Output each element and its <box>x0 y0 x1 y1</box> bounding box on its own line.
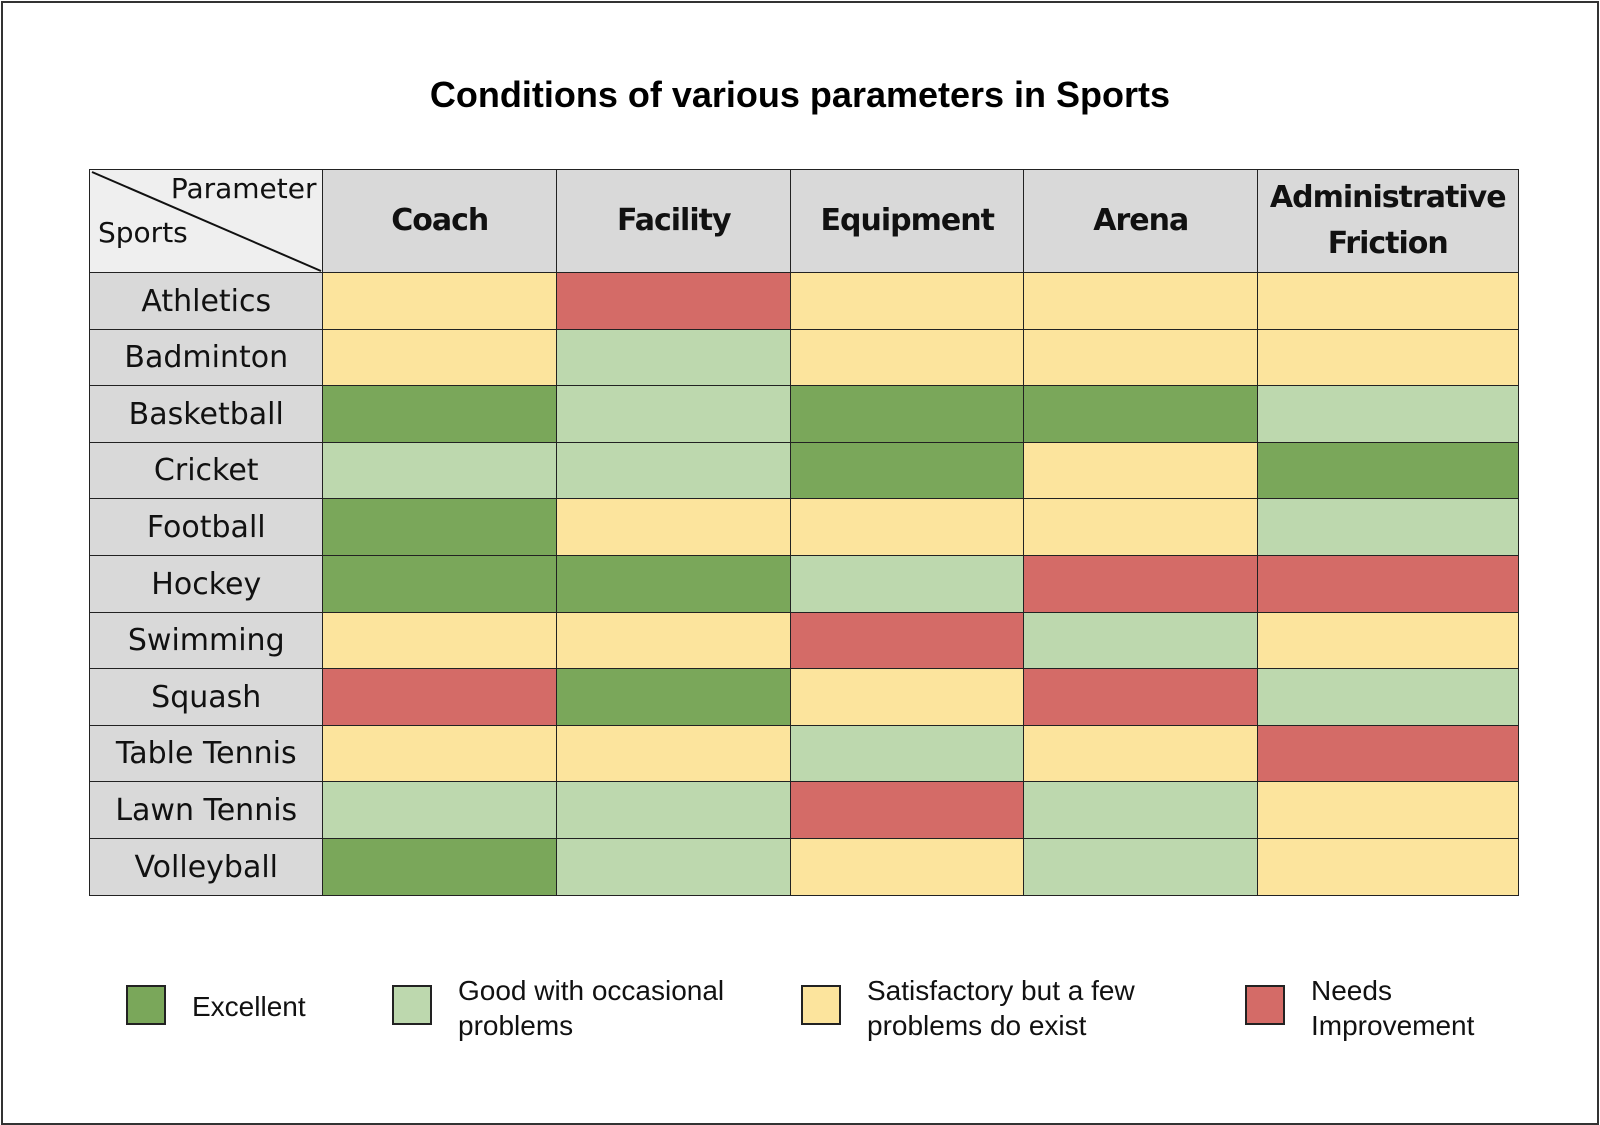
heatmap-cell <box>322 555 558 614</box>
heatmap-cell <box>1023 498 1259 557</box>
heatmap-cell <box>1023 328 1259 387</box>
heatmap-cell <box>790 668 1025 727</box>
heatmap-cell <box>322 441 558 500</box>
row-header: Volleyball <box>89 838 324 897</box>
heatmap-cell <box>322 668 558 727</box>
legend-item: Satisfactory but a few problems do exist <box>801 975 1167 1043</box>
heatmap-cell <box>790 328 1025 387</box>
heatmap-cell <box>1257 611 1519 670</box>
heatmap-cell <box>1023 668 1259 727</box>
heatmap-cell <box>790 441 1025 500</box>
column-header: Administrative Friction <box>1257 169 1519 274</box>
heatmap-cell <box>322 838 558 897</box>
legend-swatch <box>126 985 166 1025</box>
heatmap-cell <box>322 272 558 331</box>
heatmap-cell <box>322 611 558 670</box>
heatmap-cell <box>790 385 1025 444</box>
heatmap-cell <box>790 272 1025 331</box>
heatmap-cell <box>1257 328 1519 387</box>
heatmap-cell <box>1257 781 1519 840</box>
diagonal-divider <box>91 171 322 272</box>
heatmap-cell <box>1257 555 1519 614</box>
heatmap-cell <box>556 555 792 614</box>
heatmap-cell <box>1257 838 1519 897</box>
column-header: Coach <box>322 169 558 274</box>
row-header: Football <box>89 498 324 557</box>
heatmap-cell <box>1023 385 1259 444</box>
row-axis-label: Sports <box>98 216 188 249</box>
heatmap-cell <box>556 724 792 783</box>
column-header: Facility <box>556 169 792 274</box>
row-header: Swimming <box>89 611 324 670</box>
legend-swatch <box>392 985 432 1025</box>
legend-item: Excellent <box>126 985 332 1025</box>
heatmap-cell <box>1023 272 1259 331</box>
heatmap-cell <box>556 838 792 897</box>
heatmap-cell <box>1257 668 1519 727</box>
heatmap-cell <box>790 555 1025 614</box>
row-header: Athletics <box>89 272 324 331</box>
legend-label: Satisfactory but a few problems do exist <box>867 975 1135 1041</box>
heatmap-cell <box>1023 724 1259 783</box>
heatmap-cell <box>790 838 1025 897</box>
legend-item: Needs Improvement <box>1245 975 1501 1043</box>
heatmap-cell <box>790 781 1025 840</box>
legend-label: Excellent <box>192 991 306 1022</box>
heatmap-cell <box>1257 724 1519 783</box>
heatmap-cell <box>556 611 792 670</box>
row-header: Table Tennis <box>89 724 324 783</box>
heatmap-cell <box>322 385 558 444</box>
column-header: Equipment <box>790 169 1025 274</box>
legend-label: Good with occasional problems <box>458 975 725 1041</box>
row-header: Basketball <box>89 385 324 444</box>
row-header: Hockey <box>89 555 324 614</box>
heatmap-cell <box>556 441 792 500</box>
heatmap-cell <box>1257 272 1519 331</box>
legend-swatch <box>801 985 841 1025</box>
column-axis-label: Parameter <box>170 172 317 205</box>
heatmap-cell <box>322 328 558 387</box>
heatmap-cell <box>1023 555 1259 614</box>
heatmap-cell <box>322 781 558 840</box>
heatmap-cell <box>790 498 1025 557</box>
heatmap-cell <box>556 781 792 840</box>
heatmap-cell <box>1023 781 1259 840</box>
legend-label: Needs Improvement <box>1311 975 1475 1041</box>
row-header: Squash <box>89 668 324 727</box>
row-header: Cricket <box>89 441 324 500</box>
heatmap-cell <box>556 668 792 727</box>
heatmap-cell <box>556 385 792 444</box>
legend-item: Good with occasional problems <box>392 975 748 1043</box>
heatmap-cell <box>1257 385 1519 444</box>
heatmap-cell <box>790 611 1025 670</box>
heatmap-cell <box>1023 838 1259 897</box>
column-header: Arena <box>1023 169 1259 274</box>
heatmap-cell <box>1257 498 1519 557</box>
heatmap-cell <box>1023 441 1259 500</box>
heatmap-cell <box>790 724 1025 783</box>
row-header: Badminton <box>89 328 324 387</box>
heatmap-cell <box>322 724 558 783</box>
corner-header: Parameter Sports <box>89 169 324 274</box>
heatmap-cell <box>556 328 792 387</box>
heatmap-cell <box>556 498 792 557</box>
legend-swatch <box>1245 985 1285 1025</box>
chart-title: Conditions of various parameters in Spor… <box>429 74 1171 115</box>
heatmap-cell <box>1257 441 1519 500</box>
heatmap-cell <box>556 272 792 331</box>
row-header: Lawn Tennis <box>89 781 324 840</box>
heatmap-cell <box>322 498 558 557</box>
heatmap-cell <box>1023 611 1259 670</box>
